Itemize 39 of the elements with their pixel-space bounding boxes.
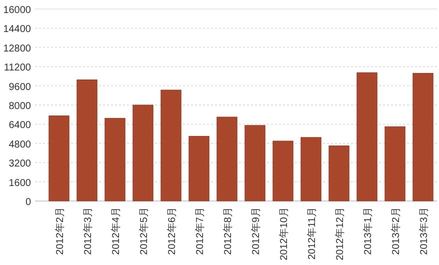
bar	[48, 116, 70, 202]
x-tick-label: 2012年5月	[138, 207, 150, 255]
x-tick-label: 2012年10月	[278, 207, 290, 260]
bar	[384, 126, 406, 202]
y-tick-label: 9600	[8, 82, 32, 93]
bar	[160, 90, 182, 202]
x-tick-label: 2012年3月	[82, 207, 94, 255]
bar	[76, 80, 98, 202]
bar	[356, 72, 378, 202]
y-tick-label: 16000	[3, 5, 32, 16]
x-tick-label: 2012年9月	[250, 207, 262, 255]
x-tick-label: 2012年6月	[166, 207, 178, 255]
x-tick-label: 2013年3月	[418, 207, 430, 255]
bar	[328, 146, 350, 202]
y-tick-label: 6400	[8, 120, 32, 132]
bar	[104, 118, 126, 202]
y-tick-label: 14400	[3, 24, 32, 36]
x-tick-label: 2013年1月	[362, 207, 374, 255]
bar	[272, 140, 294, 202]
bar	[300, 137, 322, 202]
x-tick-label: 2012年12月	[334, 207, 346, 260]
bar	[244, 125, 266, 202]
y-tick-label: 3200	[8, 158, 32, 170]
y-tick-label: 8000	[8, 101, 32, 112]
x-tick-label: 2012年4月	[110, 207, 122, 255]
y-tick-label: 0	[25, 197, 32, 208]
y-tick-label: 11200	[4, 62, 32, 74]
y-tick-label: 4800	[8, 139, 32, 150]
x-tick-label: 2012年8月	[222, 207, 234, 255]
y-tick-label: 12800	[3, 43, 32, 54]
x-tick-label: 2013年2月	[390, 207, 402, 255]
bar	[188, 136, 210, 202]
bar	[412, 72, 434, 202]
x-tick-label: 2012年7月	[194, 207, 206, 255]
bar	[216, 116, 238, 202]
bar	[132, 104, 154, 202]
x-tick-label: 2012年11月	[306, 207, 318, 260]
x-tick-label: 2012年2月	[54, 207, 66, 255]
y-tick-label: 1600	[8, 178, 32, 189]
